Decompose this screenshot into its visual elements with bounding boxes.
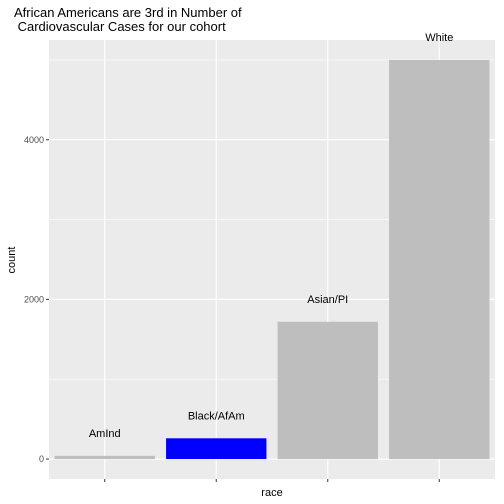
chart-title-line-2: Cardiovascular Cases for our cohort	[14, 19, 226, 34]
x-axis-title: race	[261, 487, 282, 499]
data-label: Black/AfAm	[188, 410, 245, 422]
data-label: White	[425, 32, 453, 44]
chart-title-line-1: African Americans are 3rd in Number of	[14, 5, 242, 20]
axes: 0 2000 4000	[24, 135, 440, 482]
y-tick-label: 4000	[24, 135, 44, 145]
bar-white	[389, 59, 490, 460]
bar-black-afam	[166, 438, 267, 460]
bars	[54, 59, 490, 460]
y-tick-label: 0	[39, 454, 44, 464]
data-label: AmInd	[89, 428, 121, 440]
bar-asian-pi	[277, 321, 378, 460]
y-tick-label: 2000	[24, 294, 44, 304]
y-axis-title: count	[6, 247, 18, 274]
bar-amind	[54, 455, 155, 460]
data-labels: AmInd Black/AfAm Asian/PI White	[89, 32, 453, 440]
data-label: Asian/PI	[307, 294, 348, 306]
